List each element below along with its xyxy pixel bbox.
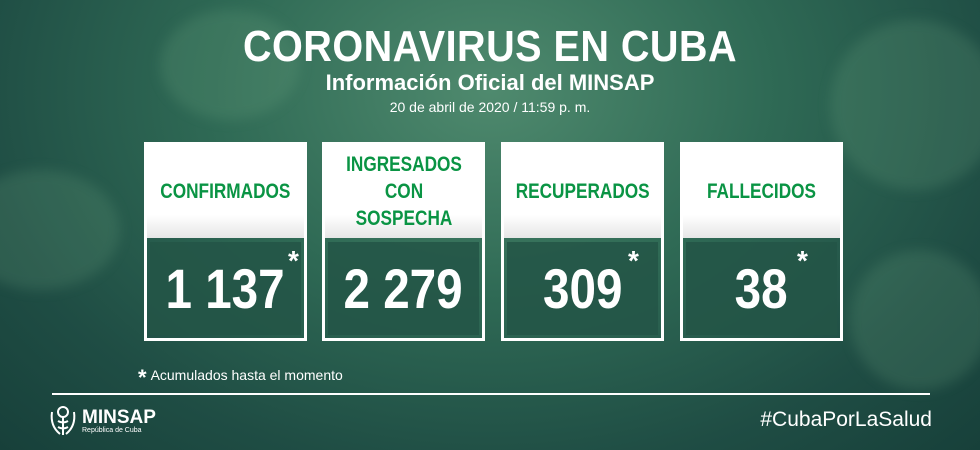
virus-decoration (850, 250, 980, 390)
virus-decoration (830, 20, 980, 190)
card-label: INGRESADOS CON SOSPECHA (345, 153, 462, 230)
divider (52, 393, 930, 395)
card-value: 38 (735, 257, 788, 320)
card-recuperados: RECUPERADOS 309 * (501, 142, 664, 341)
card-value: 1 137 (165, 257, 286, 320)
card-label: FALLECIDOS (706, 180, 817, 203)
page-title: CORONAVIRUS EN CUBA (242, 22, 738, 71)
logo-subtitle: República de Cuba (82, 426, 142, 434)
card-fallecidos: FALLECIDOS 38 * (680, 142, 843, 341)
asterisk: * (288, 245, 299, 276)
virus-decoration (160, 10, 300, 120)
asterisk: * (138, 365, 147, 390)
caduceus-emblem-icon (50, 406, 76, 435)
logo-name: MINSAP (82, 406, 156, 428)
card-ingresados: INGRESADOS CON SOSPECHA 2 279 (322, 142, 485, 341)
date: 20 de abril de 2020 / 11:59 p. m. (389, 99, 591, 115)
footnote: * Acumulados hasta el momento (138, 365, 343, 391)
minsap-logo: MINSAP República de Cuba (48, 404, 156, 438)
virus-decoration (0, 170, 120, 290)
card-value: 309 (542, 257, 623, 320)
card-value: 2 279 (343, 257, 464, 320)
footnote-text: Acumulados hasta el momento (150, 367, 343, 383)
card-label: CONFIRMADOS (160, 180, 291, 203)
asterisk: * (628, 245, 639, 276)
subtitle: Información Oficial del MINSAP (325, 70, 655, 95)
hashtag: #CubaPorLaSalud (760, 408, 932, 431)
card-label: RECUPERADOS (515, 180, 650, 203)
card-confirmados: CONFIRMADOS 1 137 * (144, 142, 307, 341)
asterisk: * (797, 245, 808, 276)
